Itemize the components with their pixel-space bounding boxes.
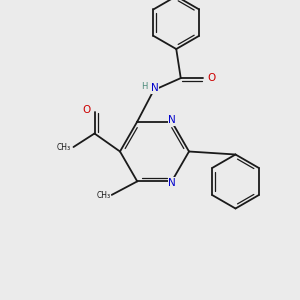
Text: O: O <box>208 73 216 83</box>
Text: CH₃: CH₃ <box>96 191 110 200</box>
Text: N: N <box>169 115 176 125</box>
Text: CH₃: CH₃ <box>57 143 71 152</box>
Text: O: O <box>82 105 90 116</box>
Text: H: H <box>141 82 147 91</box>
Text: N: N <box>169 178 176 188</box>
Text: N: N <box>151 83 159 93</box>
